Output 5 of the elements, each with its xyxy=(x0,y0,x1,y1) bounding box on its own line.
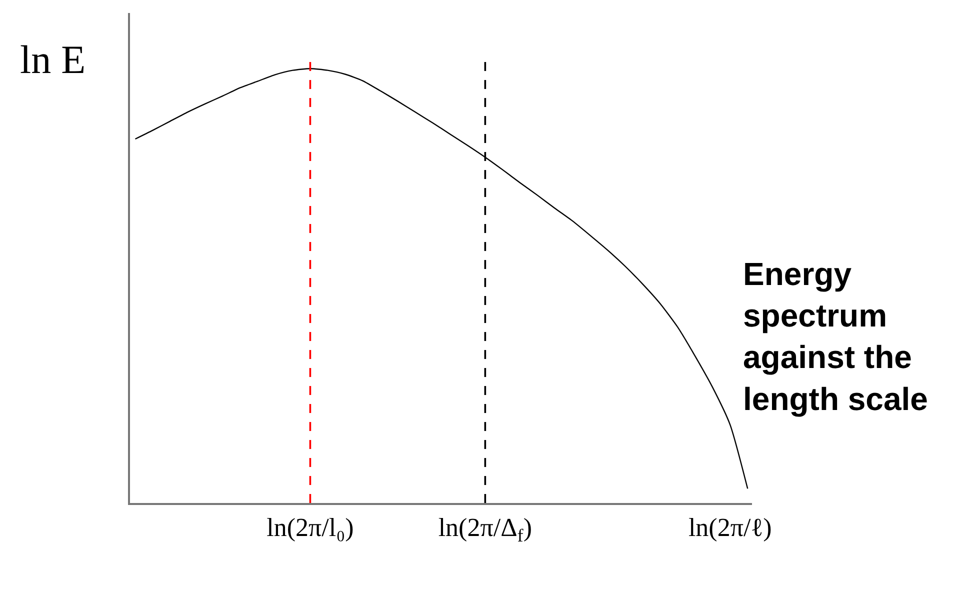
x-tick-label: ln(2π/ℓ) xyxy=(688,512,772,542)
y-axis-title: ln E xyxy=(20,37,86,82)
x-tick-label: ln(2π/l₀) xyxy=(266,512,354,542)
annotation: Energy spectrum against the length scale xyxy=(743,256,928,417)
x-tick-label: ln(2π/Δ$_{f}$) xyxy=(438,512,532,546)
